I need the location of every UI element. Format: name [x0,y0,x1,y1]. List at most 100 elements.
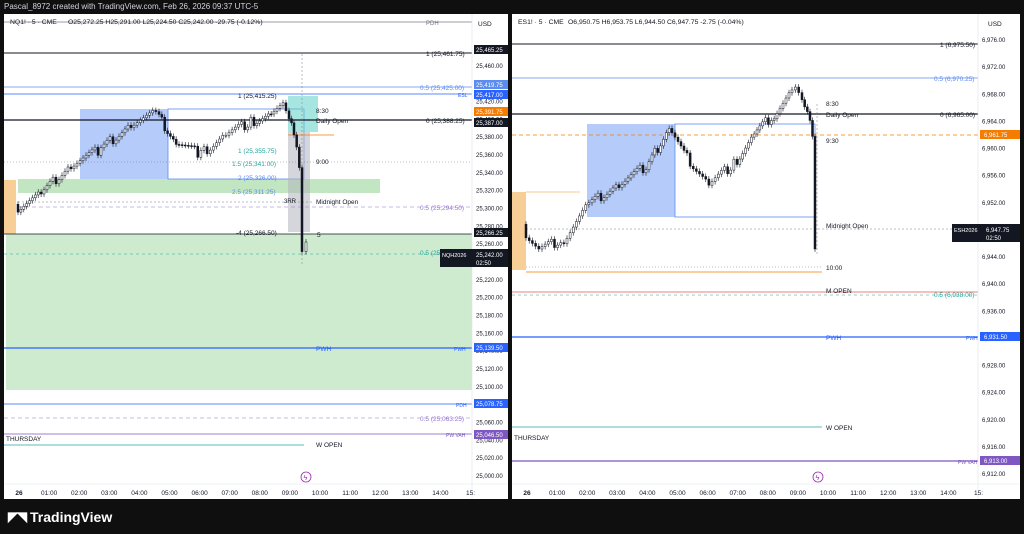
tradingview-logo[interactable]: ◤◥ TradingView [8,509,112,525]
candle-body [284,102,288,112]
candle-body [605,194,609,198]
price-tags: 6,961.75 ESH2026 6,947.75 02:50 6,931.50… [952,130,1020,465]
daily-open-price-tag: 6,961.75 [984,133,1008,139]
fib-05-teal-label: 0.5 (6,938.00) [934,292,974,299]
last-price-tag: 25,242.00 [476,253,503,259]
candle-body [215,142,218,147]
candle-body [31,197,34,201]
event-icon[interactable] [812,471,824,483]
candle-body [172,136,175,140]
pwh-right-label: PWH [966,336,978,342]
price-tick-label: 25,300.00 [476,207,503,213]
time-tick-label: 26 [15,490,23,497]
candle-body [230,129,234,133]
annot-fib1: 1 (25,415.25) [238,93,277,100]
candle-body [738,158,742,165]
event-icon[interactable] [300,471,312,483]
candle-body [227,132,231,136]
candle-body [599,192,603,202]
candle-body [647,161,651,170]
candle-body [673,132,677,138]
candle-body [264,116,267,119]
price-tick-label: 25,160.00 [476,331,503,337]
candle-body [209,149,212,155]
candle-body [790,89,794,94]
pw-vah-label: PW VAH [446,433,466,439]
price-tick-label: 25,200.00 [476,296,503,302]
candle-body [575,221,578,228]
candle-body [108,136,112,141]
es-chart-svg[interactable]: 1 (6,975.50) 0.5 (6,970.25) 0 (6,965.00)… [512,14,1020,499]
candle-body [531,240,534,244]
candle-body [537,245,541,250]
candle-body [775,113,779,120]
time-axis-ticks[interactable]: 26 01:00 02:00 03:00 04:00 05:00 06:00 07:00 08:… [15,490,475,497]
pdh-lower-right-label: PDH [456,403,467,409]
annot-thursday: THURSDAY [514,435,550,442]
symbol-label[interactable]: ES1! · 5 · CME [518,19,564,26]
price-tick-label: 25,100.00 [476,385,503,391]
time-tick-label: 03:00 [609,490,626,497]
price-tick-label: 6,940.00 [982,282,1006,288]
last-symbol-tag: NQH2026 [442,253,466,259]
candle-body [750,136,753,143]
candle-body [784,97,788,104]
symbol-label[interactable]: NQ1! · 5 · CME [10,19,57,26]
time-axis-ticks[interactable]: 26 01:00 02:00 03:00 04:00 05:00 06:00 07:00 08:… [523,490,983,497]
candle-body [39,191,43,195]
midnight-open-label: Midnight Open [826,223,869,230]
time-tick-label: 11:00 [342,490,358,497]
candle-body [87,152,91,156]
annot-fib-ext15: 1.5 (25,341.00) [232,161,276,168]
countdown-tag: 02:50 [476,261,492,267]
price-tick-label: 6,960.00 [982,147,1006,153]
asia-zone-orange [512,192,526,270]
price-tick-label: 6,936.00 [982,309,1006,315]
annot-fib-ext2: 2 (25,326.00) [238,175,277,182]
pw-vah-price-tag: 6,913.00 [984,459,1008,465]
candle-body [57,179,61,185]
candle-body [626,177,630,182]
fib-05-lower-label: 0.5 (25,063.25) [420,416,464,423]
price-tick-label: 6,972.00 [982,65,1006,71]
candle-body [117,136,121,141]
candle-body [240,121,243,125]
candle-body [608,190,612,195]
candle-body [778,108,782,114]
candle-body [237,124,240,128]
nq-chart-svg[interactable]: PDH 1 (25,461.75) 0.5 (25,425.00) ESL 0 … [4,14,508,499]
candle-body [249,116,253,128]
candle-body [78,160,82,164]
candle-body [808,111,812,121]
candle-body [199,150,203,158]
time-tick-label: 08:00 [760,490,777,497]
candle-body [698,171,701,175]
price-tick-label: 25,420.00 [476,100,503,106]
candle-body [160,114,164,118]
candle-body [196,145,199,158]
fib-05-label: 0.5 (6,970.25) [934,76,974,83]
time-tick-label: 26 [523,490,531,497]
footer-bar: ◤◥ TradingView [0,499,1024,534]
candle-body [617,184,621,188]
candle-body [96,146,100,156]
candle-body [710,181,714,186]
candle-body [720,170,723,175]
candle-body [269,113,273,116]
candle-body [295,134,298,148]
chart-panel-nq[interactable]: PDH 1 (25,461.75) 0.5 (25,425.00) ESL 0 … [4,14,508,499]
annot-830: 8:30 [826,101,839,108]
annot-900: 9:00 [316,159,329,166]
time-tick-label: 02:00 [579,490,596,497]
candle-body [151,110,154,114]
candle-body [246,126,249,131]
credit-text: Pascal_8972 created with TradingView.com… [4,2,259,11]
candle-body [632,171,636,176]
annot-830: 8:30 [316,108,329,115]
pwh-price-tag: 25,139.50 [476,346,503,352]
m-open-label: M OPEN [826,288,852,295]
fib05-price-tag: 25,419.75 [476,83,503,89]
time-tick-label: 14:00 [940,490,957,497]
chart-panel-es[interactable]: 1 (6,975.50) 0.5 (6,970.25) 0 (6,965.00)… [512,14,1020,499]
price-axis[interactable] [978,14,1020,499]
